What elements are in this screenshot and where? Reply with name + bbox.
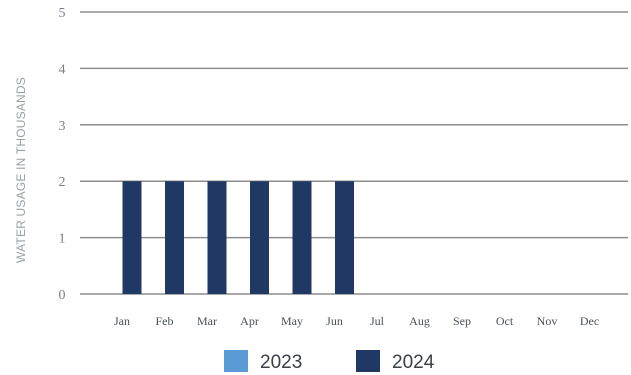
legend-swatch-2024 (356, 350, 380, 372)
bars (122, 181, 354, 294)
bar-2024-may (292, 181, 312, 294)
y-axis-title: WATER USAGE IN THOUSANDS (14, 77, 28, 263)
legend: 2023 2024 (224, 350, 435, 373)
legend-label-2023: 2023 (260, 352, 302, 373)
y-tick-label: 0 (59, 288, 66, 303)
bar-2024-feb (165, 181, 184, 294)
x-tick-label: May (281, 314, 303, 328)
bar-2024-mar (207, 181, 227, 294)
bar-2024-jan (122, 181, 142, 294)
x-tick-label: Jan (114, 314, 130, 328)
y-tick-label: 2 (59, 175, 66, 190)
x-tick-label: Jun (326, 314, 343, 328)
y-tick-labels: 0 1 2 3 4 5 (59, 6, 66, 303)
y-tick-label: 5 (59, 6, 66, 21)
x-tick-label: Mar (197, 314, 217, 328)
legend-swatch-2023 (224, 350, 248, 372)
x-tick-label: Aug (409, 314, 430, 328)
x-tick-label: Apr (240, 314, 259, 328)
legend-label-2024: 2024 (392, 352, 435, 373)
x-tick-label: Dec (580, 314, 599, 328)
y-tick-label: 4 (59, 62, 66, 77)
y-tick-label: 3 (59, 119, 66, 134)
x-tick-label: Oct (496, 314, 514, 328)
x-tick-label: Feb (156, 314, 174, 328)
bar-2024-apr (250, 181, 269, 294)
x-tick-label: Sep (453, 314, 471, 328)
x-tick-label: Nov (537, 314, 558, 328)
bar-2024-jun (335, 181, 354, 294)
x-tick-labels: Jan Feb Mar Apr May Jun Jul Aug Sep Oct Nov Dec (114, 314, 599, 328)
x-tick-label: Jul (370, 314, 385, 328)
y-tick-label: 1 (59, 232, 66, 247)
